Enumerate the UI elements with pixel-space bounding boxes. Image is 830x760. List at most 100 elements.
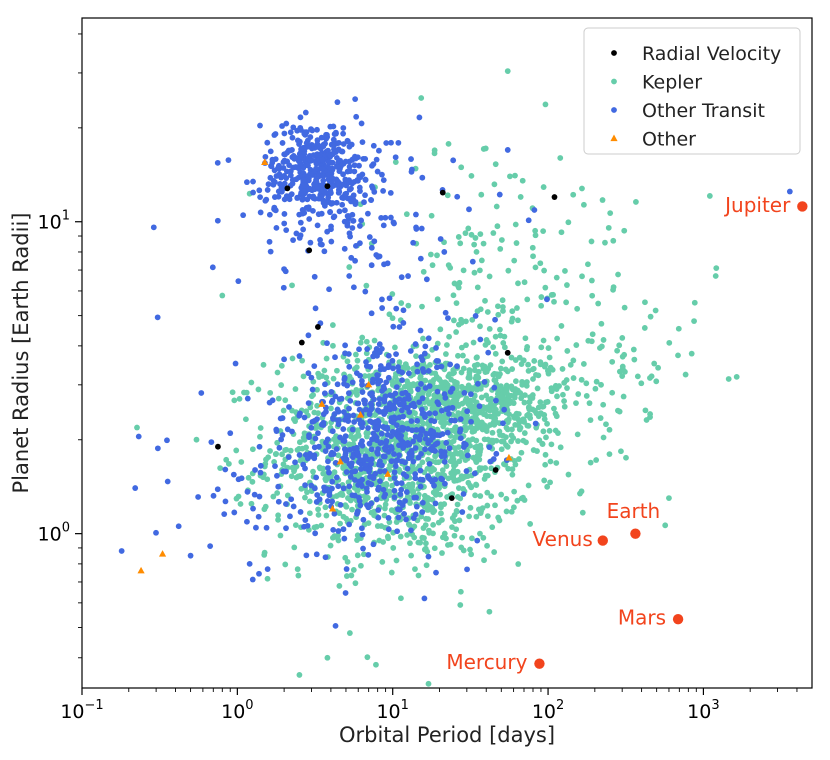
other-transit-point [305, 206, 312, 212]
other-transit-point [417, 467, 424, 474]
kepler-point [472, 235, 479, 241]
kepler-point [515, 317, 521, 324]
other-transit-point [330, 416, 336, 422]
kepler-point [288, 473, 295, 480]
kepler-point [477, 448, 483, 455]
kepler-point [453, 329, 460, 335]
other-transit-point [319, 241, 325, 248]
other-transit-point [426, 460, 433, 467]
other-transit-point [296, 138, 303, 145]
kepler-point [404, 532, 411, 538]
other-transit-point [256, 443, 263, 450]
other-transit-point [390, 219, 397, 226]
other-transit-point [415, 386, 421, 393]
other-transit-point [375, 253, 381, 260]
kepler-point [422, 522, 429, 528]
kepler-point [467, 397, 474, 404]
kepler-point [553, 386, 560, 393]
kepler-point [282, 397, 289, 404]
kepler-point [578, 376, 585, 383]
kepler-point [472, 444, 479, 451]
other-transit-point [324, 498, 331, 504]
other-transit-point [360, 545, 366, 552]
kepler-point [308, 393, 315, 400]
other-transit-point [321, 199, 328, 206]
kepler-point [570, 375, 577, 381]
other-transit-point [323, 408, 329, 415]
kepler-point [647, 414, 653, 421]
other-transit-point [230, 471, 237, 478]
kepler-point [579, 185, 585, 192]
kepler-point [434, 252, 440, 259]
other-transit-point [302, 451, 309, 458]
other-transit-point [410, 239, 417, 246]
kepler-point [541, 267, 548, 274]
other-transit-point [420, 369, 427, 375]
kepler-point [600, 337, 607, 343]
kepler-point [593, 378, 600, 385]
kepler-point [529, 392, 536, 398]
kepler-point [284, 492, 291, 499]
kepler-point [423, 562, 430, 569]
kepler-point [249, 446, 256, 453]
kepler-point [484, 309, 491, 315]
other-transit-point [309, 127, 316, 134]
other-point [261, 158, 269, 165]
other-transit-point [356, 406, 363, 413]
other-transit-point [225, 157, 232, 163]
other-transit-point [312, 305, 319, 312]
other-transit-point [273, 224, 280, 231]
other-transit-point [293, 176, 300, 183]
kepler-point [502, 400, 509, 407]
other-transit-point [132, 485, 139, 491]
other-transit-point [366, 440, 373, 447]
kepler-point [450, 292, 457, 299]
legend-marker [611, 78, 617, 85]
other-transit-point [221, 511, 228, 518]
kepler-point [666, 495, 672, 502]
other-transit-point [374, 168, 381, 175]
kepler-point [473, 248, 480, 255]
kepler-point [325, 475, 332, 481]
other-transit-point [394, 528, 401, 535]
kepler-point [336, 583, 343, 589]
other-transit-point [400, 413, 407, 420]
other-transit-point [356, 162, 362, 169]
other-point [328, 504, 337, 512]
other-transit-point [359, 139, 366, 146]
kepler-point [451, 532, 458, 539]
other-transit-point [476, 403, 483, 410]
other-transit-point [434, 364, 440, 371]
kepler-point [350, 567, 357, 573]
other-transit-point [314, 492, 321, 498]
other-transit-point [491, 384, 498, 391]
other-transit-point [300, 226, 307, 233]
other-transit-point [397, 491, 404, 498]
other-transit-point [369, 162, 375, 169]
kepler-point [476, 456, 483, 463]
other-transit-point [333, 474, 340, 481]
kepler-point [548, 441, 555, 448]
other-transit-point [326, 469, 332, 476]
other-transit-point [348, 463, 355, 470]
kepler-point [357, 339, 364, 346]
other-transit-point [399, 441, 406, 448]
other-transit-point [325, 458, 331, 465]
kepler-point [385, 535, 392, 542]
other-transit-point [207, 543, 214, 550]
other-transit-point [492, 316, 498, 323]
other-transit-point [408, 418, 415, 425]
kepler-point [363, 433, 370, 440]
kepler-point [411, 382, 418, 389]
kepler-point [615, 271, 621, 278]
other-transit-point [319, 156, 326, 163]
other-transit-point [359, 378, 365, 384]
kepler-point [564, 348, 571, 354]
kepler-point [498, 438, 505, 445]
kepler-point [453, 300, 460, 306]
other-transit-point [313, 474, 320, 481]
other-transit-point [267, 174, 274, 181]
other-transit-point [434, 388, 441, 395]
kepler-point [450, 451, 457, 458]
kepler-point [512, 357, 519, 363]
